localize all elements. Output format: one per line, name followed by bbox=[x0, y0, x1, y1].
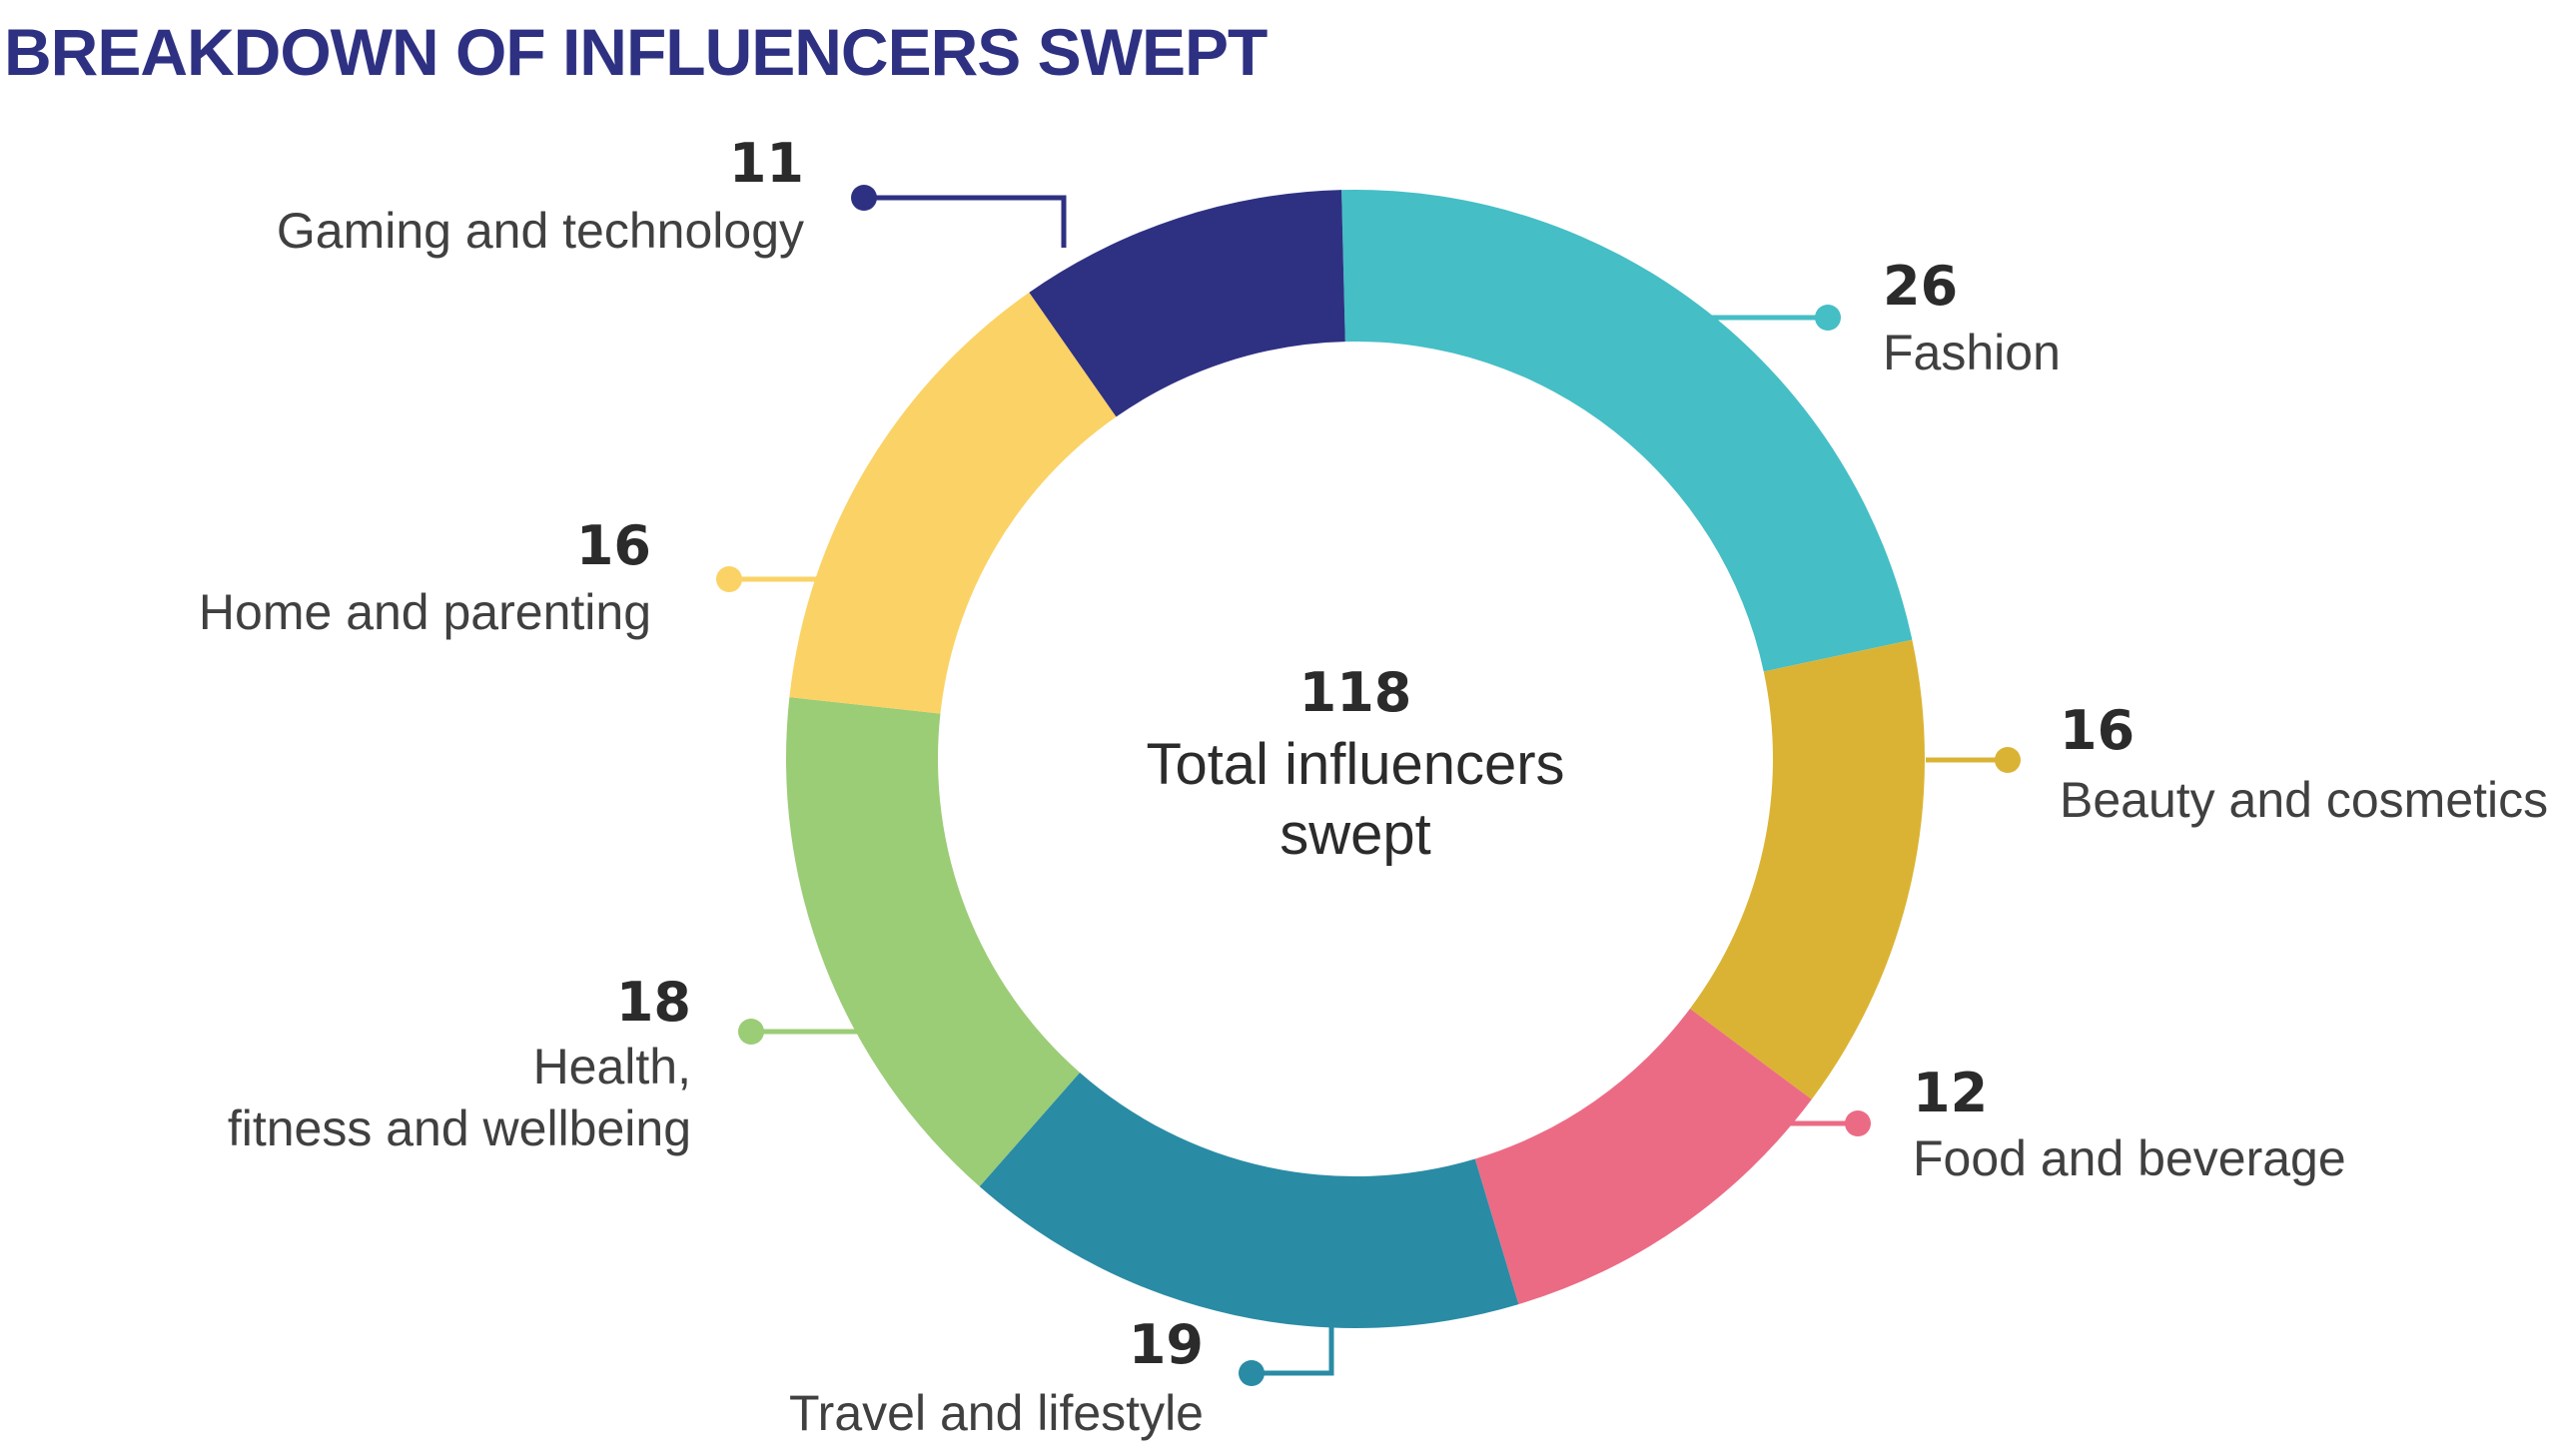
data-label-category-fashion: Fashion bbox=[1883, 325, 2061, 380]
data-label-category-beauty-and-cosmetics: Beauty and cosmetics bbox=[2060, 772, 2548, 828]
slice-fashion bbox=[1341, 190, 1913, 672]
leader-dot-food-and-beverage bbox=[1845, 1110, 1871, 1136]
leader-dot-beauty-and-cosmetics bbox=[1995, 747, 2021, 773]
center-total-label-line2: swept bbox=[1279, 802, 1431, 867]
slice-home-and-parenting bbox=[789, 292, 1117, 714]
leader-line-gaming-and-technology bbox=[864, 195, 1067, 248]
slice-travel-and-lifestyle bbox=[979, 1072, 1519, 1328]
leader-dot-gaming-and-technology bbox=[851, 185, 877, 211]
slice-health-fitness-and-wellbeing bbox=[786, 697, 1081, 1187]
slice-labels: 26 Fashion 16 Beauty and cosmetics 12 Food an… bbox=[199, 132, 2548, 1441]
data-label-category-gaming-and-technology: Gaming and technology bbox=[277, 203, 804, 259]
leader-dot-fashion bbox=[1815, 305, 1841, 331]
data-label-category-health-fitness-and-wellbeing: Health, bbox=[533, 1039, 691, 1094]
data-label-value-food-and-beverage: 12 bbox=[1913, 1062, 1988, 1124]
leader-dot-travel-and-lifestyle bbox=[1239, 1360, 1265, 1386]
donut-slices bbox=[786, 190, 1925, 1328]
data-label-category-health-fitness-and-wellbeing-line2: fitness and wellbeing bbox=[228, 1100, 691, 1156]
data-label-category-home-and-parenting: Home and parenting bbox=[199, 584, 651, 640]
leader-lines bbox=[716, 185, 2021, 1386]
leader-dot-health-fitness-and-wellbeing bbox=[738, 1019, 764, 1045]
data-label-value-home-and-parenting: 16 bbox=[576, 514, 651, 577]
data-label-value-health-fitness-and-wellbeing: 18 bbox=[616, 971, 691, 1034]
slice-beauty-and-cosmetics bbox=[1689, 639, 1925, 1099]
center-total-label-line1: Total influencers bbox=[1146, 732, 1564, 797]
data-label-value-gaming-and-technology: 11 bbox=[729, 132, 804, 195]
data-label-value-beauty-and-cosmetics: 16 bbox=[2060, 699, 2134, 762]
chart-title: BREAKDOWN OF INFLUENCERS SWEPT bbox=[4, 15, 1268, 89]
slice-food-and-beverage bbox=[1474, 1009, 1812, 1305]
slice-gaming-and-technology bbox=[1029, 190, 1345, 417]
data-label-value-travel-and-lifestyle: 19 bbox=[1129, 1313, 1204, 1376]
data-label-value-fashion: 26 bbox=[1883, 255, 1958, 318]
data-label-category-food-and-beverage: Food and beverage bbox=[1913, 1130, 2346, 1186]
center-total-value: 118 bbox=[1299, 661, 1412, 724]
leader-line-travel-and-lifestyle bbox=[1252, 1311, 1334, 1376]
data-label-category-travel-and-lifestyle: Travel and lifestyle bbox=[789, 1385, 1204, 1441]
leader-dot-home-and-parenting bbox=[716, 566, 742, 592]
center-summary: 118 Total influencers swept bbox=[1146, 661, 1564, 867]
